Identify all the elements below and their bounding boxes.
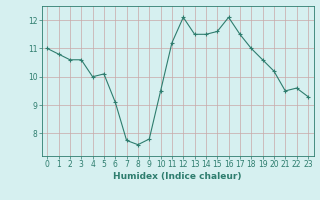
X-axis label: Humidex (Indice chaleur): Humidex (Indice chaleur) — [113, 172, 242, 181]
